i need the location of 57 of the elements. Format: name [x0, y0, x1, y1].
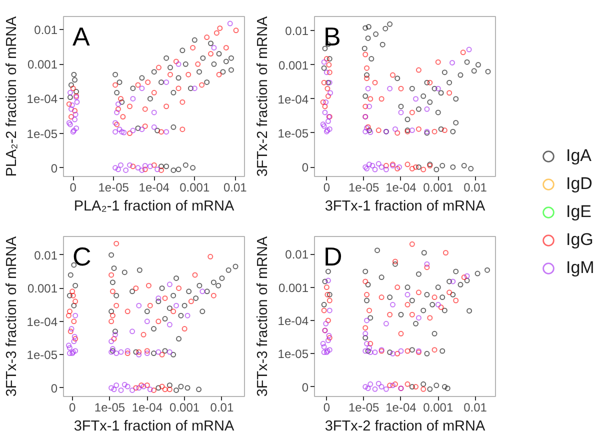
x-tick-label: 0: [323, 180, 330, 194]
x-axis-title: 3FTx-1 fraction of mRNA: [324, 198, 486, 214]
chart-title: A: [72, 22, 90, 52]
x-tick-label: 0: [70, 180, 77, 194]
legend-label: IgA: [566, 145, 592, 167]
x-tick-label: 0.001: [423, 180, 454, 194]
chart-title: C: [72, 242, 92, 272]
x-axis-title: 3FTx-2 fraction of mRNA: [324, 418, 486, 434]
x-tick-label: 0.01: [223, 180, 248, 194]
y-axis-title: PLA₂-2 fraction of mRNA: [4, 16, 20, 177]
chart-title: B: [324, 22, 341, 52]
y-tick-label: 1e-04: [26, 92, 58, 106]
x-tick-label: 0: [69, 400, 76, 414]
y-tick-label: 0: [50, 161, 58, 176]
x-tick-label: 1e-05: [348, 180, 380, 194]
x-tick-label: 0.01: [464, 400, 488, 414]
y-tick-label: 1e-04: [26, 314, 58, 329]
y-axis-title: 3FTx-3 fraction of mRNA: [254, 236, 271, 397]
x-tick-label: 1e-05: [98, 180, 130, 194]
legend-label: IgD: [566, 173, 592, 195]
y-tick-label: 0: [50, 381, 58, 396]
y-axis-title: 3FTx-3 fraction of mRNA: [4, 236, 20, 397]
legend-label: IgG: [566, 229, 594, 251]
x-tick-label: 1e-05: [348, 400, 380, 414]
x-axis-title: PLA₂-1 fraction of mRNA: [74, 198, 235, 214]
x-tick-label: 0.001: [423, 400, 454, 414]
x-tick-label: 1e-04: [386, 180, 417, 194]
y-tick-label: 0.01: [34, 248, 58, 262]
y-tick-label: 0.01: [285, 24, 309, 38]
legend-label: IgM: [566, 257, 594, 279]
x-tick-label: 1e-05: [94, 400, 126, 414]
y-tick-label: 0.001: [27, 58, 58, 72]
y-tick-label: 0.001: [278, 58, 309, 72]
y-tick-label: 0.01: [34, 23, 58, 38]
y-tick-label: 1e-05: [278, 347, 309, 362]
y-tick-label: 1e-05: [278, 126, 309, 140]
y-tick-label: 1e-04: [278, 314, 309, 328]
x-tick-label: 0.001: [170, 400, 200, 414]
y-axis-title: 3FTx-2 fraction of mRNA: [254, 16, 271, 177]
x-tick-label: 1e-04: [386, 400, 417, 414]
y-tick-label: 1e-05: [26, 348, 58, 362]
chart-title: D: [324, 242, 342, 272]
x-axis-title: 3FTx-1 fraction of mRNA: [74, 418, 234, 434]
y-tick-label: 0.01: [285, 248, 309, 262]
x-tick-label: 1e-04: [132, 400, 163, 414]
y-tick-label: 1e-05: [26, 126, 58, 141]
x-tick-label: 0: [323, 400, 330, 414]
y-tick-label: 0.001: [278, 280, 309, 295]
y-tick-label: 0.001: [27, 282, 58, 296]
y-tick-label: 1e-04: [278, 92, 309, 106]
y-tick-label: 0: [302, 160, 309, 175]
x-tick-label: 0.01: [464, 180, 488, 194]
legend-label: IgE: [566, 201, 592, 223]
x-tick-label: 0.01: [210, 400, 234, 414]
y-tick-label: 0: [302, 380, 309, 394]
x-tick-label: 0.001: [180, 180, 210, 194]
x-tick-label: 1e-04: [138, 180, 170, 194]
